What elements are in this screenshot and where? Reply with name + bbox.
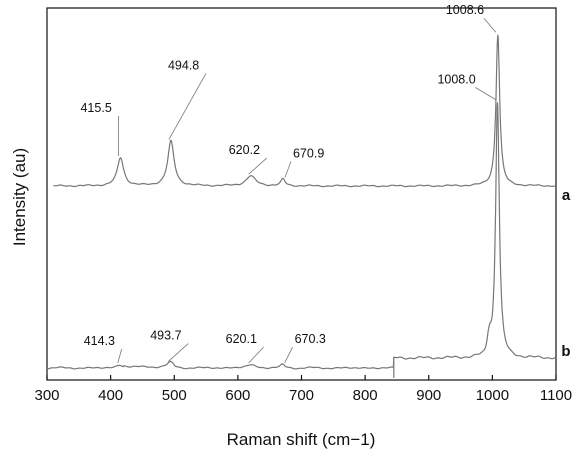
series-label-a: a bbox=[562, 187, 571, 204]
x-axis-ticks bbox=[46, 375, 557, 380]
peak-leader bbox=[168, 73, 207, 140]
peak-leader bbox=[284, 161, 292, 178]
x-axis-title: Raman shift (cm−1) bbox=[227, 430, 376, 449]
peak-label-b: 620.1 bbox=[226, 332, 257, 346]
x-tick-label: 700 bbox=[289, 387, 314, 404]
peak-label-b: 670.3 bbox=[295, 332, 326, 346]
peak-leader bbox=[248, 346, 264, 364]
spectrum-line-b bbox=[46, 102, 557, 378]
x-tick-label: 1100 bbox=[540, 387, 572, 404]
x-tick-label: 800 bbox=[353, 387, 378, 404]
peak-label-a: 670.9 bbox=[293, 146, 324, 160]
peak-leader bbox=[284, 346, 293, 364]
peak-label-b: 1008.0 bbox=[437, 73, 475, 87]
x-tick-label: 400 bbox=[98, 387, 123, 404]
peak-label-a: 620.2 bbox=[229, 143, 260, 157]
plot-frame bbox=[46, 7, 557, 381]
x-tick-label: 1000 bbox=[476, 387, 509, 404]
x-tick-label: 600 bbox=[225, 387, 250, 404]
peak-label-b: 493.7 bbox=[150, 329, 181, 343]
peak-label-a: 1008.6 bbox=[446, 3, 484, 17]
series-label-b: b bbox=[561, 343, 570, 360]
x-tick-label: 900 bbox=[416, 387, 441, 404]
spectra bbox=[46, 34, 557, 378]
peak-leader bbox=[248, 157, 267, 175]
series-labels: ab bbox=[561, 187, 570, 360]
spectrum-line-a bbox=[53, 34, 557, 188]
y-axis-title: Intensity (au) bbox=[10, 148, 29, 246]
peak-leader bbox=[117, 348, 123, 364]
peak-leader bbox=[483, 17, 497, 33]
x-tick-label: 500 bbox=[162, 387, 187, 404]
plot-area: 300 400 500 600 700 800 900 1000 1100 415.5 494.8… bbox=[34, 3, 572, 404]
peak-leader bbox=[475, 87, 496, 100]
peak-leader bbox=[167, 343, 189, 362]
peak-label-a: 415.5 bbox=[80, 101, 111, 115]
x-tick-label: 300 bbox=[34, 387, 59, 404]
peak-labels: 415.5 494.8 620.2 670.9 1008.6 414.3 493.7 620.… bbox=[80, 3, 497, 364]
peak-label-b: 414.3 bbox=[84, 334, 115, 348]
peak-label-a: 494.8 bbox=[168, 58, 199, 72]
x-axis-tick-labels: 300 400 500 600 700 800 900 1000 1100 bbox=[34, 387, 572, 404]
